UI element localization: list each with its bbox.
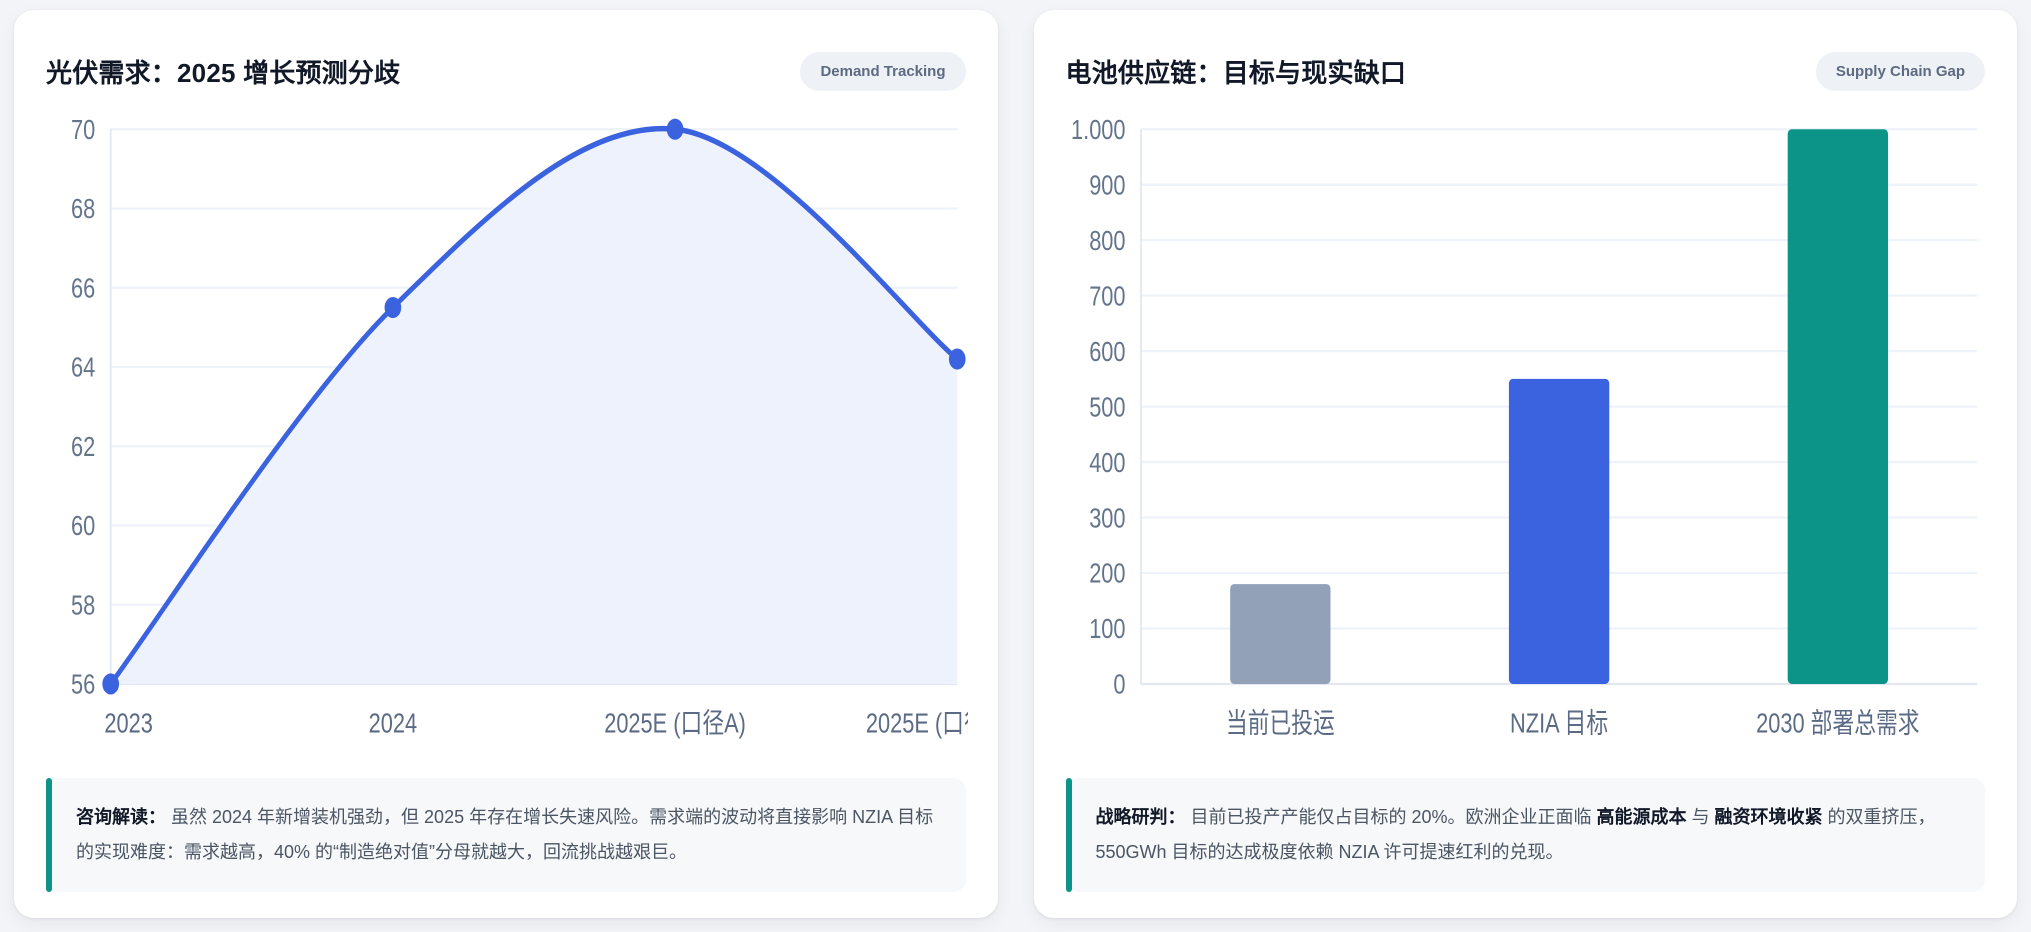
y-axis-tick: 100 xyxy=(1089,615,1125,645)
x-axis-tick: 2030 部署总需求 xyxy=(1756,708,1920,739)
line-data-point xyxy=(102,673,120,695)
bar-chart-plot: 1.000 900 800 700 600 500 400 300 200 100 0 当前已投运 NZ… xyxy=(1064,113,1988,762)
y-axis-tick: 0 xyxy=(1113,670,1125,700)
card-demand-tracking: 光伏需求：2025 增长预测分歧 Demand Tracking 70 68 66 6… xyxy=(14,10,998,918)
line-chart-svg: 70 68 66 64 62 60 58 56 2023 2024 2025E (口径A) 2025E… xyxy=(71,116,968,740)
y-axis-tick: 64 xyxy=(71,353,95,383)
y-axis-tick: 300 xyxy=(1089,504,1125,534)
x-axis-tick: 当前已投运 xyxy=(1225,708,1334,739)
y-axis-tick: 700 xyxy=(1089,282,1125,312)
insight-note-left: 咨询解读： 虽然 2024 年新增装机强劲，但 2025 年存在增长失速风险。需… xyxy=(46,777,966,892)
bar xyxy=(1508,378,1609,684)
note-strong-right-1: 高能源成本 xyxy=(1596,806,1687,827)
status-badge-demand-tracking[interactable]: Demand Tracking xyxy=(800,52,966,91)
y-axis-tick: 800 xyxy=(1089,227,1125,257)
y-axis-tick: 200 xyxy=(1089,559,1125,589)
y-axis-tick: 60 xyxy=(71,512,95,542)
card-supply-chain-gap: 电池供应链：目标与现实缺口 Supply Chain Gap 1.000 900 8… xyxy=(1033,10,2017,918)
note-accent-bar xyxy=(1065,777,1072,892)
status-badge-supply-chain-gap[interactable]: Supply Chain Gap xyxy=(1815,52,1985,91)
x-axis-tick: NZIA 目标 xyxy=(1510,708,1608,739)
y-axis-tick: 58 xyxy=(71,591,95,621)
line-chart-demand[interactable]: 70 68 66 64 62 60 58 56 2023 2024 2025E (口径A) 2025E… xyxy=(44,113,968,762)
x-axis-tick: 2024 xyxy=(369,709,418,739)
note-strong-right-2: 融资环境收紧 xyxy=(1714,806,1823,827)
y-axis-tick: 68 xyxy=(71,195,95,225)
note-body-left: 虽然 2024 年新增装机强劲，但 2025 年存在增长失速风险。需求端的波动将… xyxy=(76,806,934,862)
bar-chart-supply[interactable]: 1.000 900 800 700 600 500 400 300 200 100 0 当前已投运 NZ… xyxy=(1064,113,1988,762)
y-axis-tick: 70 xyxy=(71,116,95,146)
y-axis-tick: 600 xyxy=(1089,338,1125,368)
bar-chart-svg: 1.000 900 800 700 600 500 400 300 200 100 0 当前已投运 NZ… xyxy=(1071,116,1977,739)
insight-note-right: 战略研判： 目前已投产产能仅占目标的 20%。欧洲企业正面临 高能源成本 与 融… xyxy=(1065,777,1985,892)
note-body-right-3: 的双重挤压，550GWh 目标的达成极度依赖 NZIA 许可提速红利的兑现。 xyxy=(1095,806,1936,862)
note-lead-left: 咨询解读： xyxy=(76,806,166,827)
y-axis-tick: 400 xyxy=(1089,448,1125,478)
x-axis-tick: 2023 xyxy=(104,709,152,739)
page-title-right: 电池供应链：目标与现实缺口 xyxy=(1065,58,1407,88)
line-data-point xyxy=(666,118,684,140)
y-axis-tick: 1.000 xyxy=(1071,116,1126,146)
x-axis-tick: 2025E (口径A) xyxy=(604,708,746,739)
note-lead-right: 战略研判： xyxy=(1095,806,1186,827)
line-series-path xyxy=(108,125,960,687)
y-axis-tick: 900 xyxy=(1089,171,1125,201)
y-axis-tick: 62 xyxy=(71,433,95,463)
line-chart-plot: 70 68 66 64 62 60 58 56 2023 2024 2025E (口径A) 2025E… xyxy=(44,113,968,762)
line-area-fill xyxy=(110,128,958,684)
bar xyxy=(1229,584,1331,684)
y-axis-tick: 500 xyxy=(1089,393,1125,423)
y-axis-tick: 56 xyxy=(71,670,95,700)
note-accent-bar xyxy=(46,777,52,892)
note-body-right-2: 与 xyxy=(1686,806,1715,827)
card-header-right: 电池供应链：目标与现实缺口 Supply Chain Gap xyxy=(1065,52,1985,91)
line-data-point xyxy=(948,348,966,370)
y-axis-tick: 66 xyxy=(71,274,95,304)
bar xyxy=(1787,129,1888,684)
card-header-left: 光伏需求：2025 增长预测分歧 Demand Tracking xyxy=(46,52,966,91)
line-data-point xyxy=(384,296,402,319)
x-axis-tick: 2025E (口径B) xyxy=(866,708,968,739)
note-body-right-1: 目前已投产产能仅占目标的 20%。欧洲企业正面临 xyxy=(1185,806,1597,827)
page-title-left: 光伏需求：2025 增长预测分歧 xyxy=(46,58,401,88)
